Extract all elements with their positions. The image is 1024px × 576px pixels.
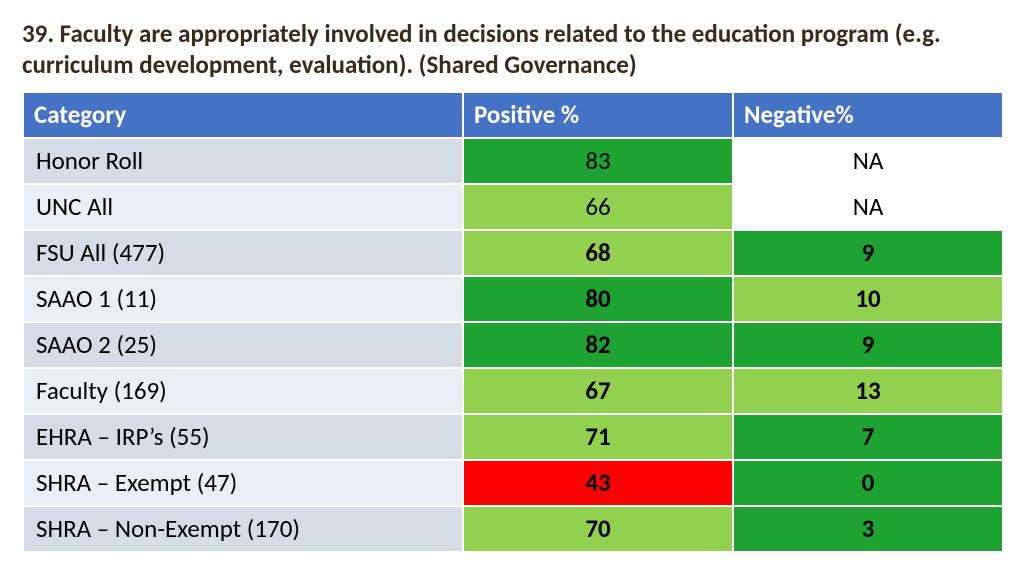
cell-category: EHRA – IRP’s (55) — [23, 414, 463, 460]
table-row: EHRA – IRP’s (55)717 — [23, 414, 1003, 460]
cell-negative: 10 — [733, 276, 1003, 322]
cell-negative: 7 — [733, 414, 1003, 460]
cell-category: Honor Roll — [23, 138, 463, 184]
cell-positive: 80 — [463, 276, 733, 322]
cell-positive: 83 — [463, 138, 733, 184]
cell-category: FSU All (477) — [23, 230, 463, 276]
table-row: Honor Roll83NA — [23, 138, 1003, 184]
cell-negative: 13 — [733, 368, 1003, 414]
table-row: SAAO 1 (11)8010 — [23, 276, 1003, 322]
cell-category: SAAO 2 (25) — [23, 322, 463, 368]
results-table: Category Positive % Negative% Honor Roll… — [22, 91, 1004, 553]
table-row: FSU All (477)689 — [23, 230, 1003, 276]
cell-negative: NA — [733, 138, 1003, 184]
col-header-category: Category — [23, 92, 463, 138]
cell-negative: 9 — [733, 322, 1003, 368]
cell-positive: 67 — [463, 368, 733, 414]
cell-category: Faculty (169) — [23, 368, 463, 414]
cell-positive: 43 — [463, 460, 733, 506]
page-title: 39. Faculty are appropriately involved i… — [22, 18, 1002, 81]
table-row: SHRA – Exempt (47)430 — [23, 460, 1003, 506]
cell-positive: 82 — [463, 322, 733, 368]
table-row: UNC All66NA — [23, 184, 1003, 230]
cell-positive: 66 — [463, 184, 733, 230]
cell-category: SHRA – Exempt (47) — [23, 460, 463, 506]
col-header-positive: Positive % — [463, 92, 733, 138]
cell-negative: NA — [733, 184, 1003, 230]
cell-positive: 71 — [463, 414, 733, 460]
cell-negative: 0 — [733, 460, 1003, 506]
cell-positive: 70 — [463, 506, 733, 552]
col-header-negative: Negative% — [733, 92, 1003, 138]
cell-category: SAAO 1 (11) — [23, 276, 463, 322]
table-body: Honor Roll83NAUNC All66NAFSU All (477)68… — [23, 138, 1003, 552]
cell-positive: 68 — [463, 230, 733, 276]
table-row: Faculty (169)6713 — [23, 368, 1003, 414]
cell-category: UNC All — [23, 184, 463, 230]
cell-category: SHRA – Non-Exempt (170) — [23, 506, 463, 552]
table-row: SAAO 2 (25)829 — [23, 322, 1003, 368]
table-row: SHRA – Non-Exempt (170)703 — [23, 506, 1003, 552]
table-header-row: Category Positive % Negative% — [23, 92, 1003, 138]
cell-negative: 9 — [733, 230, 1003, 276]
cell-negative: 3 — [733, 506, 1003, 552]
